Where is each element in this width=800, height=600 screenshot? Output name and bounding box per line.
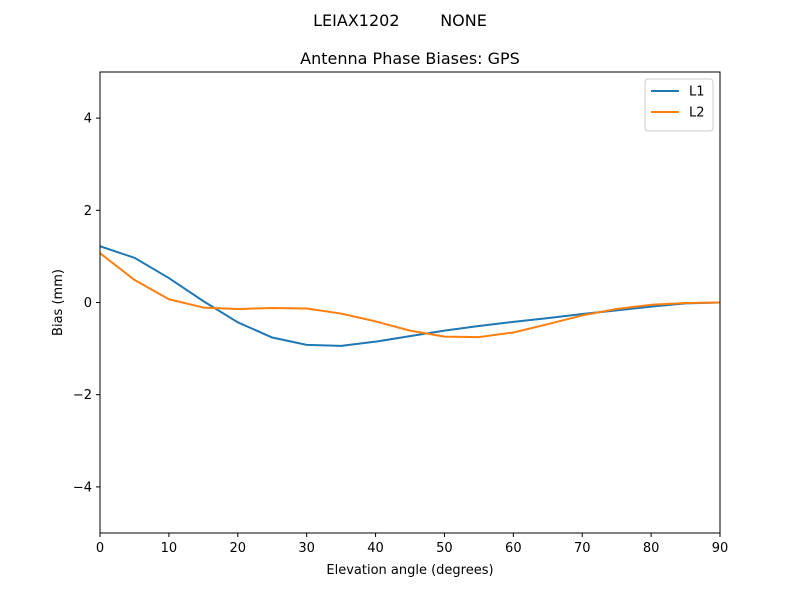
x-axis: 0 10 20 30 40 50 60 70 80 90 [96,533,728,556]
y-axis-label: Bias (mm) [51,269,66,336]
y-tick-label: −2 [73,388,92,403]
x-tick-label: 90 [712,541,729,556]
x-tick-label: 70 [574,541,591,556]
x-tick-label: 60 [505,541,522,556]
x-tick-label: 50 [436,541,453,556]
x-tick-label: 30 [298,541,315,556]
y-tick-label: 4 [84,112,92,127]
axes-frame [99,71,721,534]
x-tick-label: 40 [367,541,384,556]
chart-title: Antenna Phase Biases: GPS [300,49,520,68]
plot-area [99,245,721,347]
legend-label-l2: L2 [689,106,705,121]
x-tick-label: 10 [161,541,178,556]
series-line-l2 [99,252,721,339]
x-axis-label: Elevation angle (degrees) [326,563,493,578]
legend-label-l1: L1 [689,85,705,100]
y-tick-label: 2 [84,204,92,219]
figure-suptitle: LEIAX1202 NONE [313,11,487,30]
y-tick-label: −4 [73,480,92,495]
series-line-l1 [99,245,721,347]
y-tick-label: 0 [84,296,92,311]
y-axis: −4 −2 0 2 4 [73,112,100,495]
x-tick-label: 20 [230,541,247,556]
x-tick-label: 80 [643,541,660,556]
x-tick-label: 0 [96,541,104,556]
